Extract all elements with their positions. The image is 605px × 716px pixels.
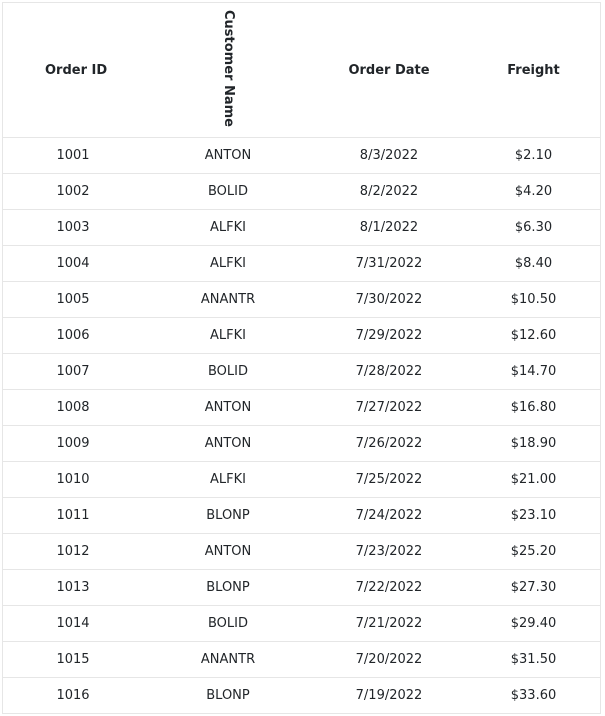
cell-freight[interactable]: $10.50 <box>465 281 600 318</box>
cell-freight[interactable]: $31.50 <box>465 641 600 678</box>
cell-customer-name[interactable]: ALFKI <box>143 245 313 282</box>
cell-customer-name[interactable]: ANANTR <box>143 641 313 678</box>
cell-order-id[interactable]: 1002 <box>3 173 143 210</box>
cell-customer-name[interactable]: BOLID <box>143 353 313 390</box>
cell-order-date[interactable]: 7/22/2022 <box>313 569 465 606</box>
table-row[interactable]: 1002 BOLID 8/2/2022 $4.20 <box>3 173 600 210</box>
cell-customer-name[interactable]: BOLID <box>143 605 313 642</box>
cell-customer-name[interactable]: ALFKI <box>143 317 313 354</box>
cell-order-date[interactable]: 7/26/2022 <box>313 425 465 462</box>
cell-order-date[interactable]: 7/27/2022 <box>313 389 465 426</box>
cell-order-date[interactable]: 7/28/2022 <box>313 353 465 390</box>
cell-order-date[interactable]: 7/29/2022 <box>313 317 465 354</box>
cell-order-id[interactable]: 1013 <box>3 569 143 606</box>
cell-customer-name[interactable]: ANTON <box>143 137 313 174</box>
cell-order-id[interactable]: 1001 <box>3 137 143 174</box>
table-row[interactable]: 1004 ALFKI 7/31/2022 $8.40 <box>3 245 600 282</box>
cell-order-date[interactable]: 7/20/2022 <box>313 641 465 678</box>
table-row[interactable]: 1001 ANTON 8/3/2022 $2.10 <box>3 137 600 174</box>
cell-order-date[interactable]: 7/24/2022 <box>313 497 465 534</box>
header-row: Order ID Customer Name Order Date Freigh… <box>3 3 600 138</box>
cell-order-id[interactable]: 1012 <box>3 533 143 570</box>
table-row[interactable]: 1006 ALFKI 7/29/2022 $12.60 <box>3 317 600 354</box>
cell-customer-name[interactable]: BOLID <box>143 173 313 210</box>
cell-order-date[interactable]: 8/1/2022 <box>313 209 465 246</box>
cell-order-date[interactable]: 7/31/2022 <box>313 245 465 282</box>
cell-order-id[interactable]: 1009 <box>3 425 143 462</box>
header-freight[interactable]: Freight <box>465 3 600 138</box>
table-row[interactable]: 1005 ANANTR 7/30/2022 $10.50 <box>3 281 600 318</box>
cell-freight[interactable]: $4.20 <box>465 173 600 210</box>
cell-customer-name[interactable]: ANTON <box>143 389 313 426</box>
table-row[interactable]: 1014 BOLID 7/21/2022 $29.40 <box>3 605 600 642</box>
cell-order-date[interactable]: 7/30/2022 <box>313 281 465 318</box>
table-row[interactable]: 1016 BLONP 7/19/2022 $33.60 <box>3 677 600 713</box>
cell-freight[interactable]: $12.60 <box>465 317 600 354</box>
cell-order-id[interactable]: 1016 <box>3 677 143 713</box>
cell-customer-name[interactable]: BLONP <box>143 677 313 713</box>
table-row[interactable]: 1003 ALFKI 8/1/2022 $6.30 <box>3 209 600 246</box>
cell-freight[interactable]: $27.30 <box>465 569 600 606</box>
table-row[interactable]: 1009 ANTON 7/26/2022 $18.90 <box>3 425 600 462</box>
cell-freight[interactable]: $8.40 <box>465 245 600 282</box>
cell-freight[interactable]: $6.30 <box>465 209 600 246</box>
grid-body: 1001 ANTON 8/3/2022 $2.10 1002 BOLID 8/2/2022 $… <box>3 137 600 713</box>
cell-order-date[interactable]: 7/19/2022 <box>313 677 465 713</box>
header-customer-name[interactable]: Customer Name <box>143 3 313 138</box>
table-row[interactable]: 1015 ANANTR 7/20/2022 $31.50 <box>3 641 600 678</box>
cell-order-id[interactable]: 1004 <box>3 245 143 282</box>
cell-customer-name[interactable]: ANTON <box>143 533 313 570</box>
cell-customer-name[interactable]: ANTON <box>143 425 313 462</box>
cell-order-id[interactable]: 1010 <box>3 461 143 498</box>
cell-customer-name[interactable]: BLONP <box>143 497 313 534</box>
cell-order-date[interactable]: 8/2/2022 <box>313 173 465 210</box>
header-order-id[interactable]: Order ID <box>3 3 143 138</box>
cell-order-id[interactable]: 1008 <box>3 389 143 426</box>
cell-freight[interactable]: $16.80 <box>465 389 600 426</box>
cell-freight[interactable]: $2.10 <box>465 137 600 174</box>
orders-table: Order ID Customer Name Order Date Freigh… <box>3 3 600 713</box>
cell-order-id[interactable]: 1005 <box>3 281 143 318</box>
cell-order-date[interactable]: 7/21/2022 <box>313 605 465 642</box>
cell-customer-name[interactable]: ALFKI <box>143 461 313 498</box>
cell-customer-name[interactable]: ALFKI <box>143 209 313 246</box>
cell-order-date[interactable]: 8/3/2022 <box>313 137 465 174</box>
header-order-date[interactable]: Order Date <box>313 3 465 138</box>
cell-freight[interactable]: $14.70 <box>465 353 600 390</box>
cell-freight[interactable]: $23.10 <box>465 497 600 534</box>
cell-order-id[interactable]: 1006 <box>3 317 143 354</box>
table-row[interactable]: 1013 BLONP 7/22/2022 $27.30 <box>3 569 600 606</box>
table-row[interactable]: 1007 BOLID 7/28/2022 $14.70 <box>3 353 600 390</box>
cell-freight[interactable]: $29.40 <box>465 605 600 642</box>
table-row[interactable]: 1010 ALFKI 7/25/2022 $21.00 <box>3 461 600 498</box>
cell-order-id[interactable]: 1015 <box>3 641 143 678</box>
cell-freight[interactable]: $18.90 <box>465 425 600 462</box>
cell-freight[interactable]: $25.20 <box>465 533 600 570</box>
header-customer-name-label: Customer Name <box>221 9 236 127</box>
cell-freight[interactable]: $21.00 <box>465 461 600 498</box>
cell-order-id[interactable]: 1011 <box>3 497 143 534</box>
cell-order-id[interactable]: 1007 <box>3 353 143 390</box>
grid-header: Order ID Customer Name Order Date Freigh… <box>3 3 600 138</box>
cell-freight[interactable]: $33.60 <box>465 677 600 713</box>
cell-order-date[interactable]: 7/23/2022 <box>313 533 465 570</box>
table-row[interactable]: 1011 BLONP 7/24/2022 $23.10 <box>3 497 600 534</box>
cell-order-id[interactable]: 1003 <box>3 209 143 246</box>
cell-order-date[interactable]: 7/25/2022 <box>313 461 465 498</box>
cell-customer-name[interactable]: ANANTR <box>143 281 313 318</box>
table-row[interactable]: 1012 ANTON 7/23/2022 $25.20 <box>3 533 600 570</box>
table-row[interactable]: 1008 ANTON 7/27/2022 $16.80 <box>3 389 600 426</box>
cell-customer-name[interactable]: BLONP <box>143 569 313 606</box>
cell-order-id[interactable]: 1014 <box>3 605 143 642</box>
